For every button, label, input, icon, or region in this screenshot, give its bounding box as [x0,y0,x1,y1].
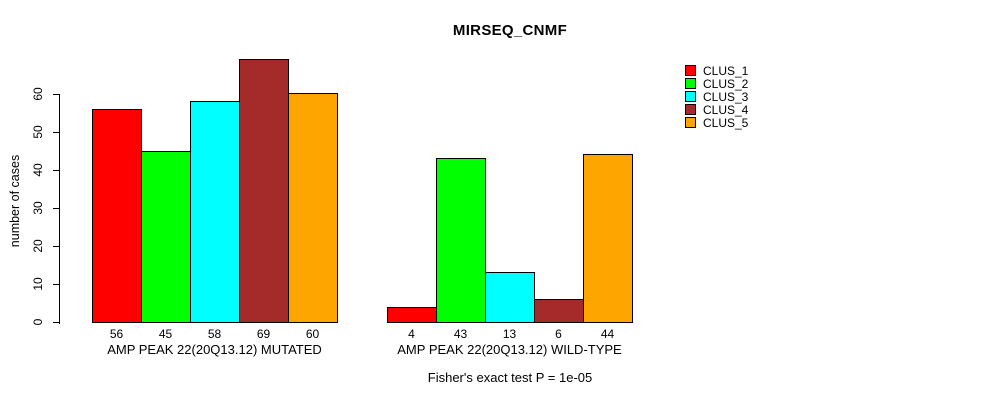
chart-title: MIRSEQ_CNMF [452,22,568,39]
y-axis-line [59,94,60,324]
legend-label: CLUS_2 [703,77,749,91]
bar-clus_5 [288,93,338,323]
bar-value-label: 58 [207,327,222,341]
y-axis-tick [53,94,59,95]
bar-value-label: 44 [600,327,615,341]
y-axis-tick [53,322,59,323]
bar-value-label: 69 [256,327,271,341]
legend-label: CLUS_3 [703,90,749,104]
legend-swatch-clus_5 [685,117,696,128]
bar-value-label: 6 [555,327,562,341]
legend-label: CLUS_5 [703,116,749,130]
bar-value-label: 13 [502,327,517,341]
bar-clus_3 [190,101,240,323]
bar-value-label: 4 [408,327,415,341]
y-axis-tick [53,246,59,247]
bar-value-label: 56 [109,327,124,341]
y-axis-tick [53,132,59,133]
group-label: AMP PEAK 22(20Q13.12) WILD-TYPE [397,342,622,357]
bar-clus_3 [485,272,535,323]
bar-value-label: 60 [305,327,320,341]
legend-swatch-clus_1 [685,65,696,76]
bar-clus_4 [239,59,289,323]
y-axis-tick [53,208,59,209]
bar-clus_2 [141,151,191,323]
legend-swatch-clus_2 [685,78,696,89]
legend-swatch-clus_3 [685,91,696,102]
bar-clus_2 [436,158,486,323]
footnote: Fisher's exact test P = 1e-05 [427,370,593,385]
bar-value-label: 43 [453,327,468,341]
legend-label: CLUS_4 [703,103,749,117]
bar-clus_1 [387,307,437,323]
bar-value-label: 45 [158,327,173,341]
bar-clus_5 [583,154,633,323]
group-label: AMP PEAK 22(20Q13.12) MUTATED [107,342,322,357]
legend-label: CLUS_1 [703,64,749,78]
legend-swatch-clus_4 [685,104,696,115]
bar-clus_1 [92,109,142,323]
y-axis-tick [53,284,59,285]
y-axis-tick [53,170,59,171]
bar-clus_4 [534,299,584,323]
